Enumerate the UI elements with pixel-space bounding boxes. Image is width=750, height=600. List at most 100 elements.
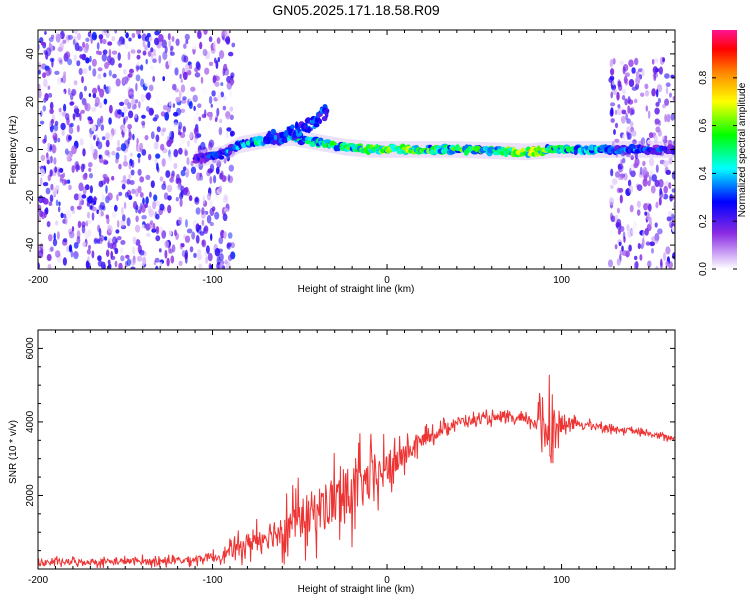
noise-speck: [618, 187, 624, 193]
noise-speck: [611, 80, 615, 86]
noise-speck: [671, 188, 675, 193]
noise-speck: [226, 243, 230, 249]
noise-speck: [91, 124, 97, 132]
noise-speck: [50, 183, 54, 191]
noise-speck: [653, 72, 657, 82]
noise-speck: [71, 145, 77, 155]
noise-speck: [50, 195, 54, 202]
noise-speck: [670, 213, 675, 222]
noise-speck: [193, 116, 199, 125]
noise-speck: [142, 197, 145, 205]
noise-speck: [125, 43, 129, 50]
noise-speck: [145, 196, 149, 205]
noise-speck: [655, 164, 659, 173]
noise-speck: [109, 242, 113, 250]
noise-speck: [647, 203, 652, 212]
noise-speck: [175, 38, 180, 46]
noise-speck: [101, 194, 105, 201]
noise-speck: [86, 219, 92, 224]
noise-speck: [73, 105, 79, 110]
noise-speck: [57, 57, 63, 63]
noise-speck: [626, 118, 631, 124]
noise-speck: [200, 76, 204, 84]
noise-speck: [621, 109, 627, 115]
noise-speck: [64, 51, 71, 60]
noise-speck: [654, 68, 660, 73]
noise-speck: [671, 170, 675, 180]
noise-speck: [127, 137, 130, 145]
noise-speck: [97, 141, 103, 150]
noise-speck: [71, 165, 75, 173]
noise-speck: [160, 111, 166, 117]
noise-speck: [167, 195, 172, 201]
noise-speck: [209, 200, 213, 209]
noise-speck: [68, 244, 73, 253]
noise-speck: [92, 197, 98, 201]
noise-speck: [224, 68, 230, 76]
noise-speck: [117, 52, 121, 61]
noise-speck: [144, 203, 149, 209]
noise-speck: [208, 96, 213, 104]
noise-speck: [124, 154, 127, 164]
noise-speck: [93, 238, 98, 245]
noise-speck: [206, 170, 211, 177]
noise-speck: [103, 72, 107, 78]
noise-speck: [214, 57, 217, 64]
noise-speck: [141, 224, 146, 229]
noise-speck: [655, 201, 659, 209]
noise-speck: [620, 173, 624, 180]
noise-speck: [197, 103, 202, 108]
noise-speck: [634, 261, 639, 269]
noise-speck: [610, 118, 615, 123]
noise-speck: [128, 162, 132, 170]
noise-speck: [96, 117, 102, 127]
noise-speck: [130, 266, 136, 269]
noise-speck: [120, 240, 126, 245]
noise-speck: [628, 59, 634, 67]
noise-speck: [617, 104, 621, 109]
noise-speck: [189, 246, 194, 253]
noise-speck: [153, 194, 158, 202]
noise-speck: [654, 222, 658, 228]
noise-speck: [167, 58, 172, 67]
colorbar-tick-label: 0.4: [698, 166, 709, 180]
noise-speck: [55, 220, 59, 226]
noise-speck: [158, 187, 162, 195]
noise-speck: [117, 109, 122, 115]
noise-speck: [61, 129, 65, 136]
noise-speck: [635, 83, 640, 90]
noise-speck: [209, 207, 215, 217]
snr-y-axis-label: SNR (10 * v/v): [8, 420, 19, 484]
noise-speck: [102, 173, 108, 179]
noise-speck: [94, 96, 100, 106]
noise-speck: [47, 145, 50, 153]
noise-speck: [68, 127, 73, 132]
noise-speck: [610, 168, 614, 177]
noise-speck: [85, 260, 90, 269]
noise-speck: [43, 78, 48, 88]
noise-speck: [183, 43, 187, 49]
noise-speck: [79, 54, 84, 59]
noise-speck: [131, 98, 136, 107]
noise-speck: [139, 249, 145, 256]
noise-speck: [155, 213, 160, 220]
noise-speck: [129, 180, 135, 185]
noise-speck: [45, 68, 51, 77]
noise-speck: [207, 252, 213, 262]
noise-speck: [189, 130, 193, 140]
noise-speck: [174, 229, 177, 237]
noise-speck: [139, 142, 144, 151]
noise-speck: [147, 50, 152, 57]
noise-speck: [92, 87, 98, 95]
noise-speck: [63, 30, 67, 34]
noise-speck: [640, 137, 646, 146]
noise-speck: [152, 48, 156, 56]
noise-speck: [636, 184, 643, 192]
noise-speck: [164, 240, 169, 249]
noise-speck: [85, 42, 89, 51]
noise-speck: [179, 198, 183, 207]
noise-speck: [58, 201, 61, 207]
noise-speck: [201, 207, 205, 215]
noise-speck: [612, 178, 618, 186]
